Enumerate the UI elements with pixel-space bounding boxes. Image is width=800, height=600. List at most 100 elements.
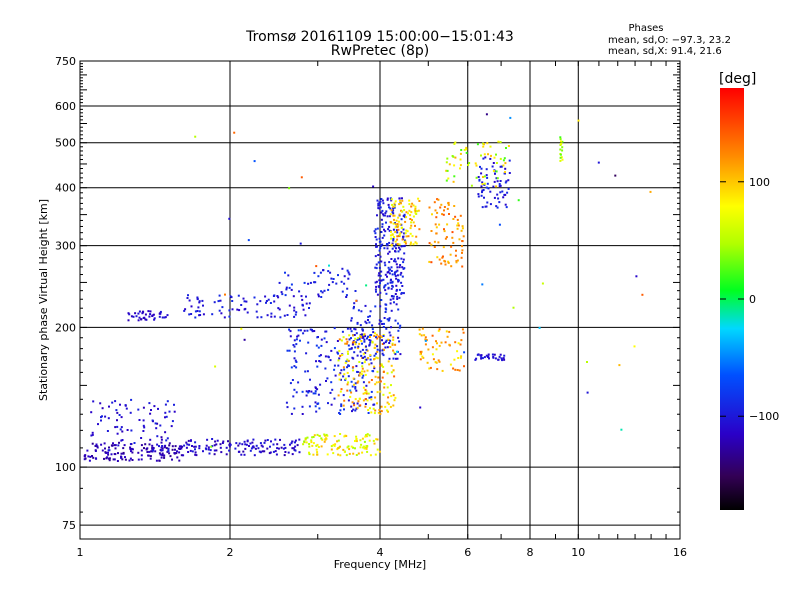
data-point xyxy=(178,451,181,454)
data-point xyxy=(400,202,402,205)
data-point xyxy=(363,440,366,443)
data-point xyxy=(263,441,266,444)
data-point xyxy=(392,205,395,208)
data-point xyxy=(313,281,316,284)
data-point xyxy=(395,263,398,266)
data-point xyxy=(455,260,458,263)
data-point xyxy=(356,354,359,357)
data-point xyxy=(308,443,311,445)
data-point xyxy=(296,444,299,447)
data-point xyxy=(461,251,463,254)
data-point xyxy=(641,293,644,296)
data-point xyxy=(371,328,374,331)
data-point xyxy=(394,240,397,243)
data-point xyxy=(357,309,360,312)
data-point xyxy=(461,245,463,248)
data-point xyxy=(350,347,353,350)
data-point xyxy=(403,244,406,247)
data-point xyxy=(397,322,399,325)
data-point xyxy=(164,411,167,414)
data-point xyxy=(133,442,136,444)
data-point xyxy=(364,435,367,438)
data-point xyxy=(194,451,197,454)
data-point xyxy=(353,334,356,336)
colorbar-label: [deg] xyxy=(719,71,756,87)
data-point xyxy=(377,411,380,414)
data-point xyxy=(305,302,308,305)
data-point xyxy=(491,353,494,356)
data-point xyxy=(385,221,387,224)
data-point xyxy=(116,460,119,462)
data-point xyxy=(371,341,374,344)
data-point xyxy=(100,443,103,446)
data-point xyxy=(456,369,459,371)
data-point xyxy=(481,283,484,286)
data-point xyxy=(390,199,393,202)
data-point xyxy=(384,405,387,408)
data-point xyxy=(251,441,254,444)
data-point xyxy=(496,206,499,209)
data-point xyxy=(492,162,495,164)
data-point xyxy=(352,357,355,360)
data-point xyxy=(401,238,404,241)
data-point xyxy=(446,223,449,226)
data-point xyxy=(414,211,417,214)
data-point xyxy=(387,203,390,206)
data-point xyxy=(293,315,296,318)
data-point xyxy=(395,270,398,273)
data-point xyxy=(441,213,444,216)
data-point xyxy=(375,267,378,270)
data-point xyxy=(559,153,562,156)
data-point xyxy=(315,265,318,268)
data-point xyxy=(308,445,311,448)
data-point xyxy=(269,445,271,448)
data-point xyxy=(438,223,441,226)
data-point xyxy=(355,341,358,344)
data-point xyxy=(83,455,86,458)
data-point xyxy=(507,145,510,147)
data-point xyxy=(295,343,298,346)
data-point xyxy=(284,294,287,297)
data-point xyxy=(249,449,252,452)
data-point xyxy=(137,312,140,315)
data-point xyxy=(396,357,399,360)
data-point xyxy=(353,305,355,308)
data-point xyxy=(399,273,402,276)
data-point xyxy=(360,373,363,376)
data-point xyxy=(485,354,488,357)
data-point xyxy=(108,459,111,462)
data-point xyxy=(407,235,410,238)
data-point xyxy=(317,295,320,298)
data-point xyxy=(423,334,426,337)
data-point xyxy=(396,223,399,226)
data-point xyxy=(392,297,395,300)
data-point xyxy=(161,316,164,319)
data-point xyxy=(487,355,490,358)
data-point xyxy=(402,267,405,270)
data-point xyxy=(400,257,403,260)
data-point xyxy=(382,278,385,281)
data-point xyxy=(398,203,401,206)
data-point xyxy=(445,161,448,164)
data-point xyxy=(378,266,381,269)
data-point xyxy=(499,191,502,194)
data-point xyxy=(152,449,155,452)
data-point xyxy=(393,399,396,402)
data-point xyxy=(392,212,395,215)
data-point xyxy=(614,174,617,177)
data-point xyxy=(396,235,399,238)
data-point xyxy=(387,319,390,322)
data-point xyxy=(493,180,496,183)
data-point xyxy=(348,348,351,351)
data-point xyxy=(349,395,352,398)
data-point xyxy=(489,157,492,160)
data-point xyxy=(243,440,246,443)
data-point xyxy=(161,445,164,447)
data-point xyxy=(292,447,295,450)
data-point xyxy=(159,424,162,427)
data-point xyxy=(146,451,149,453)
data-point xyxy=(301,303,304,306)
data-point xyxy=(380,231,383,233)
data-point xyxy=(350,319,353,322)
data-point xyxy=(332,278,335,280)
